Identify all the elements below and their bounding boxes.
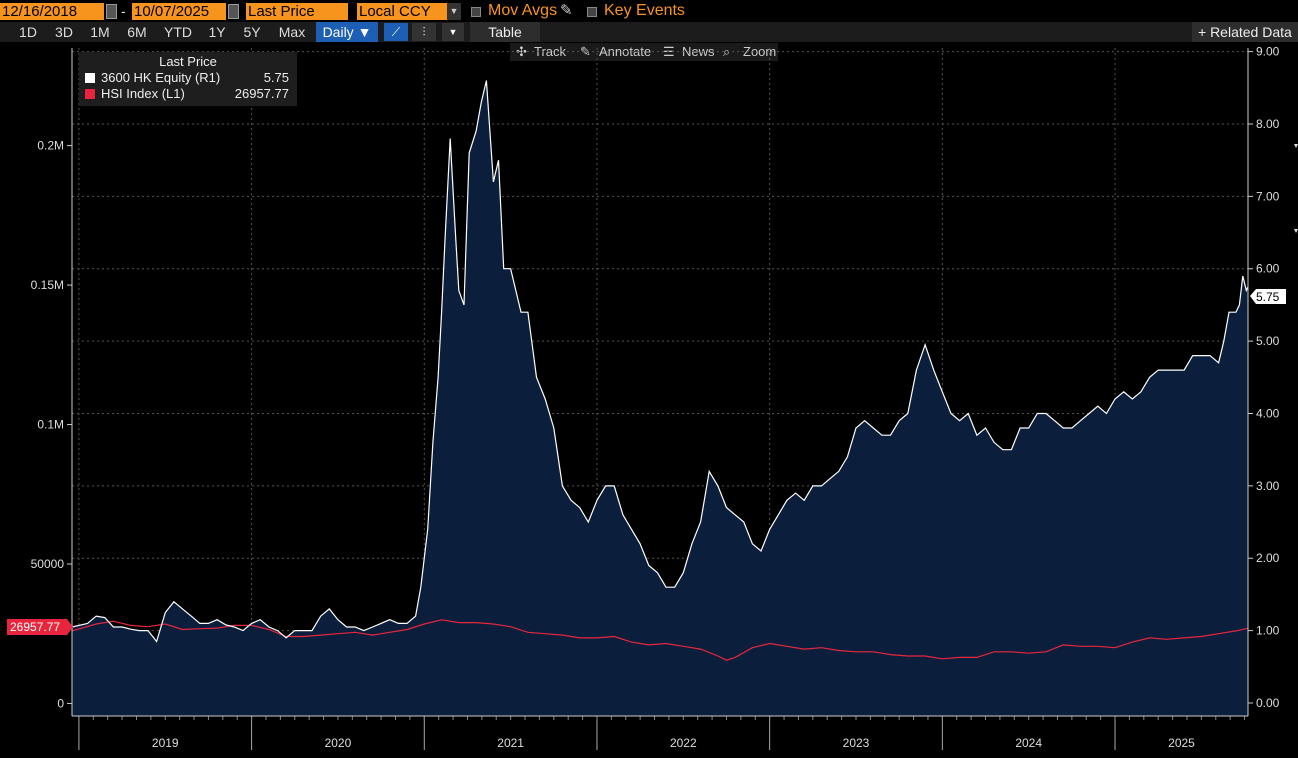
legend-name-index: HSI Index (L1) — [101, 86, 185, 101]
table-button[interactable]: Table — [470, 22, 540, 42]
right-tick-label: 4.00 — [1256, 406, 1280, 420]
right-tick-label: 3.00 — [1256, 479, 1280, 493]
chart-legend: Last Price 3600 HK Equity (R1) 5.75 HSI … — [79, 52, 297, 106]
legend-title: Last Price — [159, 54, 217, 69]
right-value-badge-text: 5.75 — [1256, 290, 1280, 304]
x-tick-label: 2020 — [325, 736, 352, 750]
period-1y-button[interactable]: 1Y — [208, 24, 226, 40]
period-5y-button[interactable]: 5Y — [243, 24, 261, 40]
legend-row-equity[interactable]: 3600 HK Equity (R1) 5.75 — [85, 70, 295, 86]
period-3d-button[interactable]: 3D — [55, 24, 73, 40]
key-events-label[interactable]: Key Events — [604, 2, 685, 19]
start-date-field[interactable]: 12/16/2018 — [0, 3, 104, 20]
bar-chart-icon[interactable]: ⫶ — [412, 23, 436, 41]
line-chart-icon[interactable]: ⟋ — [384, 23, 408, 41]
track-tool[interactable]: Track — [534, 44, 567, 59]
x-tick-label: 2023 — [843, 736, 870, 750]
right-tick-label: 1.00 — [1256, 624, 1280, 638]
x-tick-label: 2021 — [497, 736, 524, 750]
legend-row-index[interactable]: HSI Index (L1) 26957.77 — [85, 86, 295, 102]
equity-area-fill — [72, 80, 1248, 717]
date-separator: - — [121, 3, 126, 19]
period-ytd-button[interactable]: YTD — [164, 24, 192, 40]
scroll-marker-icon — [1294, 229, 1298, 233]
annotate-tool[interactable]: Annotate — [599, 44, 652, 59]
field-selector[interactable]: Last Price — [246, 3, 348, 20]
x-tick-label: 2019 — [152, 736, 179, 750]
right-tick-label: 0.00 — [1256, 696, 1280, 710]
legend-swatch-index — [85, 89, 95, 99]
right-tick-label: 7.00 — [1256, 189, 1280, 203]
left-value-badge: 26957.77 — [7, 619, 73, 635]
right-tick-label: 5.00 — [1256, 334, 1280, 348]
left-tick-label: 0.2M — [37, 139, 64, 153]
left-tick-label: 0 — [57, 696, 64, 710]
right-tick-label: 8.00 — [1256, 117, 1280, 131]
mov-avgs-label[interactable]: Mov Avgs — [488, 2, 558, 19]
equity-price-line — [71, 80, 1249, 643]
period-1m-button[interactable]: 1M — [90, 24, 110, 40]
top-toolbar: 12/16/2018 - 10/07/2025 Last Price Local… — [0, 0, 1298, 22]
period-max-button[interactable]: Max — [278, 24, 306, 40]
end-date-field[interactable]: 10/07/2025 — [132, 3, 226, 20]
related-data-button[interactable]: + Related Data — [1192, 22, 1298, 42]
crosshair-icon[interactable]: ✣ — [516, 44, 527, 59]
mov-avgs-checkbox[interactable] — [471, 7, 481, 17]
annotate-icon[interactable]: ✎ — [580, 44, 591, 59]
period-6m-button[interactable]: 6M — [127, 24, 147, 40]
chart-type-dropdown-icon[interactable]: ▼ — [442, 23, 464, 41]
left-tick-label: 50000 — [31, 557, 65, 571]
pencil-icon[interactable]: ✎ — [560, 2, 573, 19]
zoom-icon[interactable]: ⌕ — [723, 44, 731, 59]
left-tick-label: 0.1M — [37, 418, 64, 432]
legend-swatch-equity — [85, 73, 95, 83]
scroll-marker-icon — [1294, 144, 1298, 148]
x-tick-label: 2025 — [1168, 736, 1195, 750]
right-tick-label: 2.00 — [1256, 551, 1280, 565]
period-1d-button[interactable]: 1D — [19, 24, 37, 40]
start-calendar-icon[interactable] — [106, 4, 117, 19]
right-tick-label: 6.00 — [1256, 262, 1280, 276]
legend-value-equity: 5.75 — [263, 70, 289, 85]
right-value-badge: 5.75 — [1250, 289, 1286, 304]
frequency-selector[interactable]: Daily ▼ — [316, 22, 378, 42]
zoom-tool[interactable]: Zoom — [743, 44, 777, 59]
currency-selector[interactable]: Local CCY — [357, 3, 447, 20]
right-tick-label: 9.00 — [1256, 45, 1280, 59]
end-calendar-icon[interactable] — [228, 4, 239, 19]
chart-axes: 0.00 1.00 2.00 3.00 4.00 5.00 6.00 7.00 8.00 9.00… — [31, 45, 1280, 750]
legend-value-index: 26957.77 — [234, 86, 289, 101]
left-tick-label: 0.15M — [31, 278, 64, 292]
x-tick-label: 2022 — [670, 736, 697, 750]
legend-name-equity: 3600 HK Equity (R1) — [101, 70, 221, 85]
hsi-index-line — [71, 619, 1249, 661]
currency-dropdown-icon[interactable]: ▼ — [447, 3, 461, 20]
key-events-checkbox[interactable] — [587, 7, 597, 17]
left-value-badge-text: 26957.77 — [10, 620, 60, 634]
x-tick-label: 2024 — [1015, 736, 1042, 750]
